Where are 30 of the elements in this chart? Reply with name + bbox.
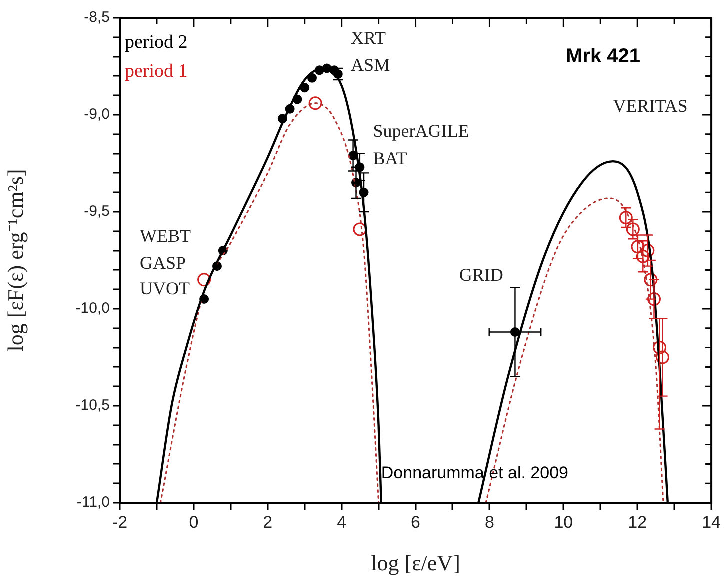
annotation: Donnarumma et al. 2009 <box>381 464 568 483</box>
y-tick-label: -11,0 <box>76 494 110 512</box>
annotation: Mrk 421 <box>566 45 641 68</box>
x-tick-label: 12 <box>628 512 648 532</box>
x-tick-label: 8 <box>484 512 494 532</box>
x-tick-label: 2 <box>263 512 273 532</box>
annotation: GASP <box>140 253 186 274</box>
annotation: BAT <box>373 148 408 168</box>
x-tick-label: 4 <box>337 512 347 532</box>
y-tick-label: -9,5 <box>84 203 110 220</box>
text: period 1 <box>125 60 188 82</box>
x-tick-label: 14 <box>702 512 722 532</box>
annotation: SuperAGILE <box>373 121 470 142</box>
y-tick-label: -8,5 <box>84 9 110 26</box>
y-tick-label: -10,5 <box>76 397 110 414</box>
annotation: WEBT <box>140 226 191 246</box>
y-tick-label: -9,0 <box>84 106 110 124</box>
y-axis-title: log [εF(ε) erg⁻¹cm²s] <box>2 169 28 352</box>
legend-label: period 2 <box>125 32 188 53</box>
x-tick-label: -2 <box>112 512 128 532</box>
annotation: VERITAS <box>613 96 688 116</box>
x-tick-label: 10 <box>554 512 574 532</box>
annotation: GRID <box>459 264 504 285</box>
annotation: ASM <box>351 55 390 76</box>
x-axis-title: log [ε/eV] <box>371 550 460 576</box>
x-tick-label: 0 <box>189 512 199 532</box>
annotation: XRT <box>351 28 386 48</box>
annotation: UVOT <box>140 278 190 298</box>
x-tick-label: 6 <box>411 512 421 532</box>
y-tick-label: -10,0 <box>76 300 110 318</box>
